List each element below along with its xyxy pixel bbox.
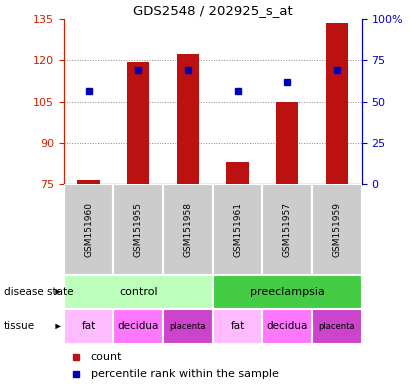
- Bar: [213, 275, 362, 309]
- Bar: [163, 184, 213, 275]
- Bar: [312, 184, 362, 275]
- Text: GSM151960: GSM151960: [84, 202, 93, 257]
- Text: GSM151961: GSM151961: [233, 202, 242, 257]
- Text: disease state: disease state: [4, 287, 74, 297]
- Title: GDS2548 / 202925_s_at: GDS2548 / 202925_s_at: [133, 3, 293, 17]
- Bar: [226, 162, 249, 184]
- Bar: [262, 309, 312, 344]
- Text: preeclampsia: preeclampsia: [250, 287, 325, 297]
- Text: GSM151955: GSM151955: [134, 202, 143, 257]
- Text: GSM151957: GSM151957: [283, 202, 292, 257]
- Bar: [77, 180, 100, 184]
- Bar: [177, 54, 199, 184]
- Bar: [163, 309, 213, 344]
- Text: GSM151959: GSM151959: [332, 202, 342, 257]
- Text: fat: fat: [81, 321, 96, 331]
- Bar: [262, 184, 312, 275]
- Text: fat: fat: [231, 321, 245, 331]
- Bar: [64, 184, 113, 275]
- Bar: [127, 62, 149, 184]
- Text: tissue: tissue: [4, 321, 35, 331]
- Bar: [326, 23, 348, 184]
- Bar: [113, 309, 163, 344]
- Text: GSM151958: GSM151958: [183, 202, 192, 257]
- Bar: [276, 102, 298, 184]
- Text: control: control: [119, 287, 157, 297]
- Text: placenta: placenta: [170, 322, 206, 331]
- Text: decidua: decidua: [266, 321, 308, 331]
- Text: percentile rank within the sample: percentile rank within the sample: [90, 369, 278, 379]
- Bar: [312, 309, 362, 344]
- Text: placenta: placenta: [319, 322, 355, 331]
- Text: count: count: [90, 352, 122, 362]
- Bar: [113, 184, 163, 275]
- Text: decidua: decidua: [118, 321, 159, 331]
- Bar: [64, 275, 213, 309]
- Bar: [213, 309, 262, 344]
- Bar: [213, 184, 262, 275]
- Bar: [64, 309, 113, 344]
